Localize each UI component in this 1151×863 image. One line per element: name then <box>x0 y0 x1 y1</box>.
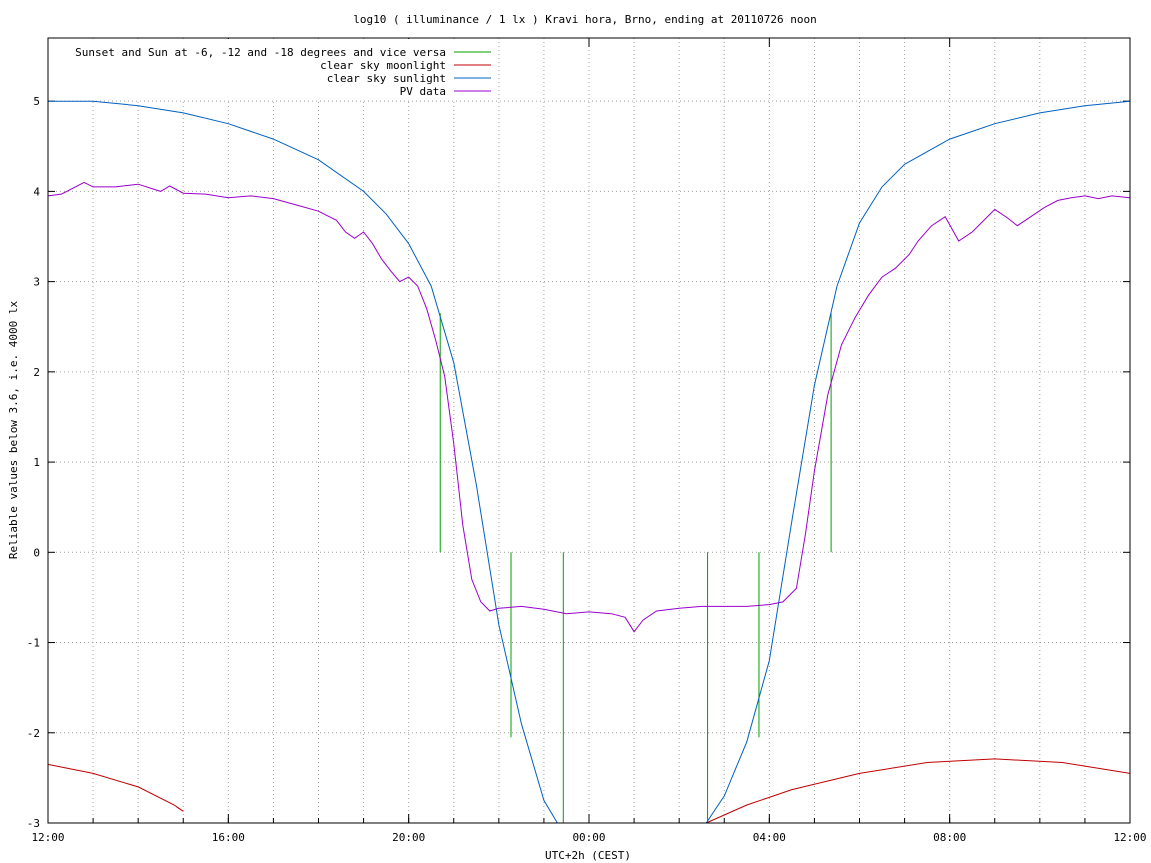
y-axis-label: Reliable values below 3.6, i.e. 4000 lx <box>7 300 20 559</box>
x-tick-label: 04:00 <box>753 831 786 844</box>
legend-label: clear sky moonlight <box>320 59 446 72</box>
x-tick-label: 12:00 <box>31 831 64 844</box>
legend-label: clear sky sunlight <box>327 72 446 85</box>
y-tick-label: -1 <box>27 637 40 650</box>
y-tick-label: -2 <box>27 727 40 740</box>
y-tick-label: -3 <box>27 817 40 830</box>
x-tick-label: 16:00 <box>212 831 245 844</box>
y-tick-label: 4 <box>33 185 40 198</box>
x-tick-label: 08:00 <box>933 831 966 844</box>
y-tick-label: 1 <box>33 456 40 469</box>
y-tick-label: 0 <box>33 546 40 559</box>
legend-label: Sunset and Sun at -6, -12 and -18 degree… <box>75 46 446 59</box>
pv-data-line <box>47 181 1131 633</box>
legend: Sunset and Sun at -6, -12 and -18 degree… <box>49 39 497 99</box>
x-axis-label: UTC+2h (CEST) <box>545 849 631 862</box>
grid <box>48 38 1130 823</box>
x-tick-label: 20:00 <box>392 831 425 844</box>
y-tick-label: 2 <box>33 366 40 379</box>
x-tick-label: 00:00 <box>572 831 605 844</box>
y-tick-label: 3 <box>33 276 40 289</box>
plot-frame <box>47 37 1131 824</box>
chart-title: log10 ( illuminance / 1 lx ) Kravi hora,… <box>353 13 817 26</box>
moonlight-line <box>47 763 184 812</box>
x-tick-label: 12:00 <box>1113 831 1146 844</box>
legend-label: PV data <box>400 85 446 98</box>
moonlight-line <box>705 758 1131 824</box>
y-tick-label: 5 <box>33 95 40 108</box>
